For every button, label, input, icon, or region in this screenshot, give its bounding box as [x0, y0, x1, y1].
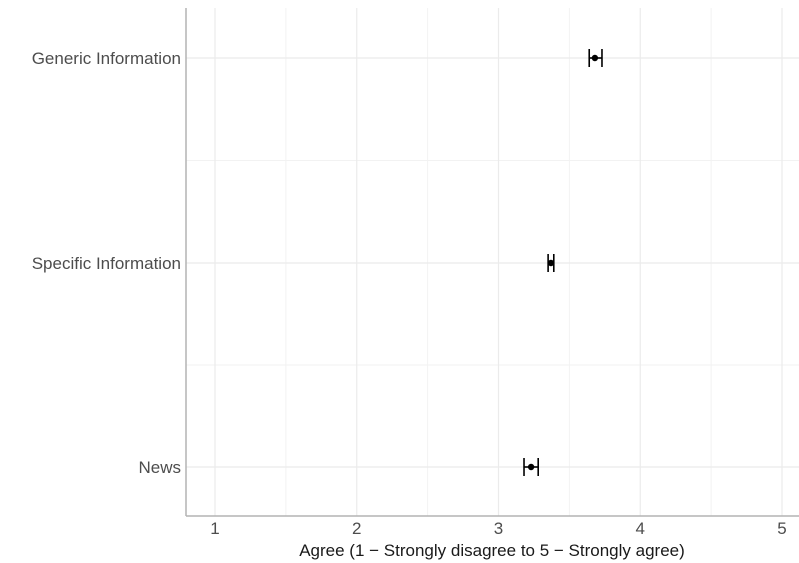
data-point	[591, 54, 599, 62]
y-tick-label: Specific Information	[32, 254, 181, 273]
axes	[185, 8, 799, 517]
x-axis-title: Agree (1 − Strongly disagree to 5 − Stro…	[299, 541, 685, 560]
x-tick-label: 4	[636, 519, 645, 538]
y-tick-label: Generic Information	[32, 49, 181, 68]
y-tick-label: News	[138, 458, 181, 477]
x-tick-label: 1	[210, 519, 219, 538]
x-tick-label: 2	[352, 519, 361, 538]
data-point	[547, 259, 555, 267]
x-axis-labels: 1 2 3 4 5	[210, 519, 786, 538]
y-axis-labels: Generic Information Specific Information N…	[32, 49, 181, 477]
data-point	[527, 463, 535, 471]
grid	[186, 8, 799, 516]
data-marks	[523, 49, 603, 476]
x-tick-label: 3	[494, 519, 503, 538]
x-tick-label: 5	[777, 519, 786, 538]
